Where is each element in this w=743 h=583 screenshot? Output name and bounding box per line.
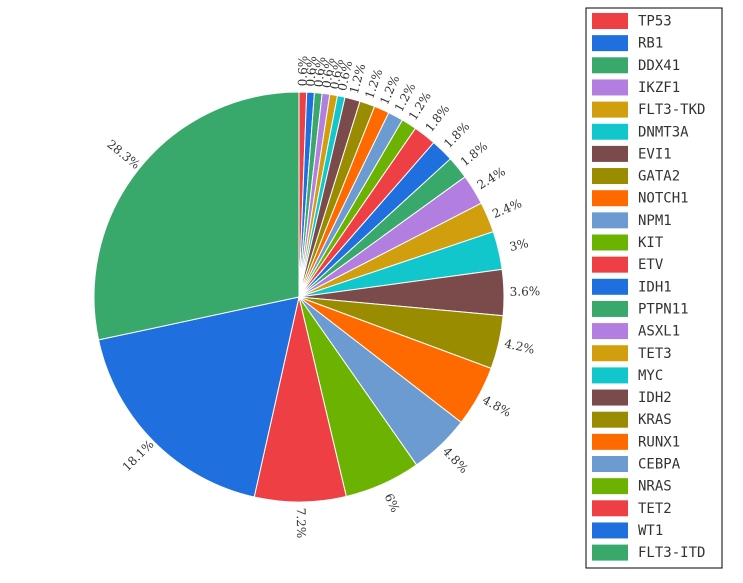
legend-item-idh1: IDH1 [592,278,672,295]
legend-item-ptpn11: PTPN11 [592,300,689,317]
legend-swatch [592,522,628,539]
legend-item-flt3-itd: FLT3-ITD [592,544,705,561]
legend-item-wt1: WT1 [592,522,663,539]
legend-label: NRAS [638,479,672,495]
legend-swatch [592,478,628,495]
legend-label: MYC [638,368,663,384]
legend-swatch [592,35,628,52]
legend-item-kit: KIT [592,234,664,251]
slice-label-asxl1: 2.4% [475,164,508,192]
legend-item-tet3: TET3 [592,345,672,362]
legend-swatch [592,13,628,29]
legend-item-cebpa: CEBPA [592,456,681,473]
legend-label: ASXL1 [638,324,680,340]
slice-label-ddx41: 0.6% [311,56,328,88]
slice-label-wt1: 18.1% [120,437,157,474]
legend-swatch [592,500,628,517]
legend-swatch [592,234,628,251]
legend-swatch [592,256,628,273]
slice-label-kras: 4.2% [503,336,536,356]
legend-item-etv: ETV [592,256,664,273]
legend-item-tp53: TP53 [592,13,672,30]
legend-label: PTPN11 [638,301,689,317]
legend-swatch [592,190,628,207]
legend-label: TET2 [638,501,672,517]
legend-item-notch1: NOTCH1 [592,190,689,207]
legend-swatch [592,278,628,295]
legend-label: IKZF1 [638,80,680,96]
legend-item-nras: NRAS [592,478,672,495]
legend-item-idh2: IDH2 [592,389,672,406]
pie-slice-flt3-itd [93,91,300,341]
legend-swatch [592,367,628,384]
slice-label-ikzf1: 0.6% [319,57,337,89]
legend-item-runx1: RUNX1 [592,433,680,450]
slice-label-cebpa: 4.8% [440,444,471,476]
legend-swatch [592,411,628,428]
legend-item-asxl1: ASXL1 [592,323,680,340]
legend-label: KRAS [638,412,672,428]
legend-swatch [592,300,628,317]
slice-label-flt3-itd: 28.3% [104,137,142,172]
legend-swatch [592,145,628,162]
slice-label-tet2: 7.2% [294,508,308,539]
slice-label-flt3-tkd: 0.6% [327,58,346,90]
legend-swatch [592,79,628,96]
legend-item-rb1: RB1 [592,35,663,52]
legend-label: CEBPA [638,457,681,473]
legend-label: NOTCH1 [638,191,689,207]
legend-label: IDH2 [638,390,672,406]
slice-label-rb1: 0.6% [303,56,319,87]
legend-label: DNMT3A [638,124,689,140]
legend-item-tet2: TET2 [592,500,672,517]
legend-label: GATA2 [638,169,680,185]
legend-item-dnmt3a: DNMT3A [592,123,689,140]
legend-item-gata2: GATA2 [592,168,680,185]
legend-swatch [592,544,628,561]
slice-label-runx1: 4.8% [480,393,513,420]
legend: TP53 RB1 DDX41 IKZF1 FLT3-TKD DNMT3A EVI1 GATA2… [585,7,723,569]
slice-label-idh2: 3.6% [510,284,541,299]
legend-label: EVI1 [638,146,672,162]
legend-label: RB1 [638,36,663,52]
legend-label: ETV [638,257,664,273]
legend-swatch [592,212,628,229]
legend-item-evi1: EVI1 [592,145,672,162]
legend-label: TET3 [638,346,672,362]
legend-swatch [592,123,628,140]
legend-label: TP53 [638,14,672,30]
legend-label: FLT3-ITD [638,545,705,561]
slice-label-myc: 3% [508,236,530,254]
legend-swatch [592,323,628,340]
slice-label-tp53: 0.6% [295,56,310,87]
legend-swatch [592,101,628,118]
legend-item-ddx41: DDX41 [592,57,680,74]
legend-swatch [592,456,628,472]
legend-label: NPM1 [638,213,672,229]
legend-label: IDH1 [638,279,672,295]
legend-swatch [592,168,628,185]
legend-label: DDX41 [638,58,680,74]
legend-item-flt3-tkd: FLT3-TKD [592,101,705,118]
legend-swatch [592,433,628,450]
legend-label: FLT3-TKD [638,102,705,118]
pie-slices [93,91,505,503]
legend-swatch [592,345,628,362]
legend-swatch [592,57,628,74]
slice-label-nras: 6% [382,491,403,514]
pie-slice-wt1 [97,296,300,498]
slice-label-dnmt3a: 0.6% [335,59,355,92]
legend-label: WT1 [638,523,663,539]
slice-label-tet3: 2.4% [490,196,524,221]
legend-item-ikzf1: IKZF1 [592,79,680,96]
legend-label: RUNX1 [638,434,680,450]
legend-item-kras: KRAS [592,411,672,428]
legend-label: KIT [638,235,664,251]
slice-label-ptpn11: 1.8% [458,139,490,169]
legend-swatch [592,389,628,406]
slice-label-idh1: 1.8% [441,119,472,151]
legend-item-myc: MYC [592,367,663,384]
legend-item-npm1: NPM1 [592,212,672,229]
